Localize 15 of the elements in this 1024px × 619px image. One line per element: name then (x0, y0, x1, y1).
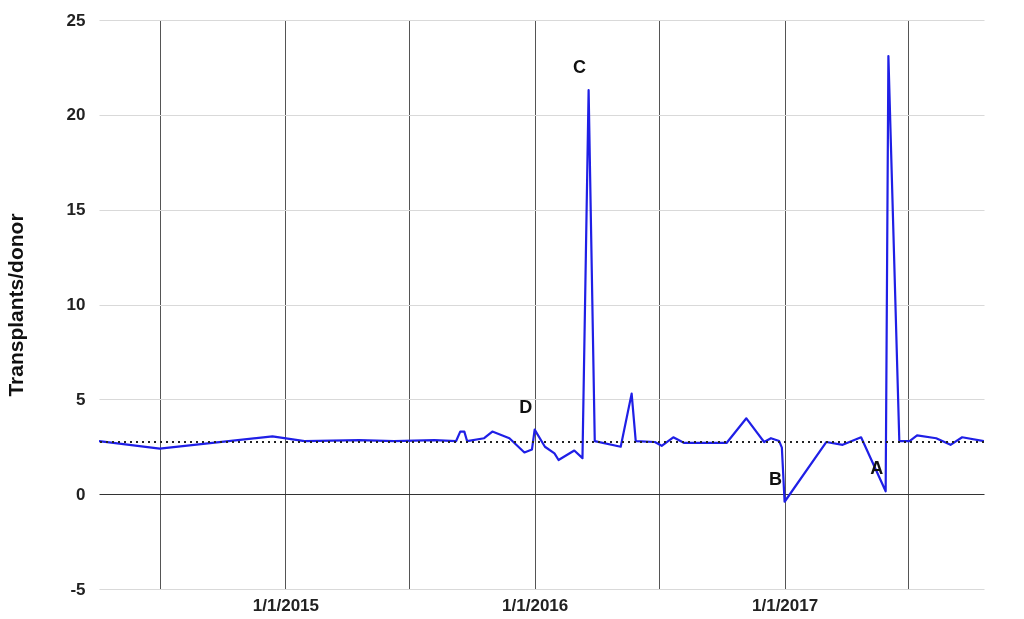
y-tick-label: 20 (66, 105, 86, 125)
line-series (99, 54, 984, 503)
y-tick-label: 10 (66, 295, 86, 314)
y-tick-label: 0 (76, 484, 86, 504)
annotation: D (519, 396, 533, 417)
y-tick-label: 25 (66, 10, 86, 30)
x-tick-label: 1/1/2016 (502, 595, 569, 615)
y-tick-label: -5 (70, 579, 86, 599)
y-axis-title: Transplants/donor (3, 213, 27, 397)
annotation: B (769, 468, 783, 489)
x-tick-label: 1/1/2015 (252, 595, 320, 615)
annotation: C (573, 57, 587, 78)
y-tick-label: 15 (66, 200, 86, 220)
y-tick-label: 5 (76, 389, 86, 409)
x-tick-label: 1/1/2017 (752, 595, 819, 615)
